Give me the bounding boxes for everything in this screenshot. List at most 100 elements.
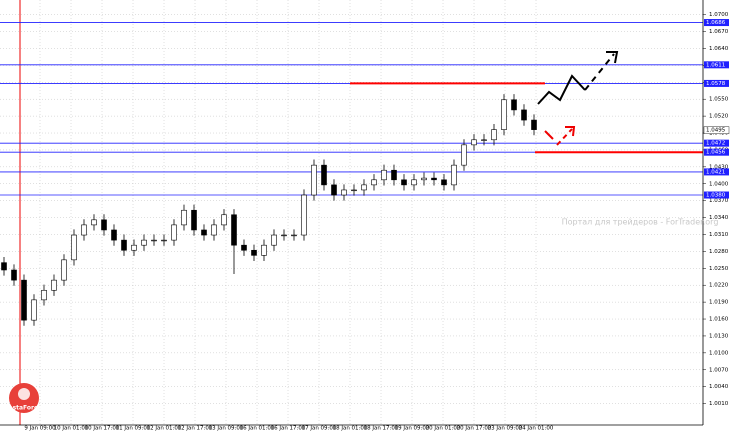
candle-body bbox=[511, 99, 517, 111]
x-tick-label: 18 Jan 17:00 bbox=[364, 426, 399, 431]
candle-body bbox=[411, 179, 417, 186]
y-tick-label: 1.0400 bbox=[709, 181, 729, 187]
level-label: 1.0421 bbox=[706, 169, 725, 175]
candle-body bbox=[331, 184, 337, 196]
y-tick-label: 1.0010 bbox=[709, 401, 729, 407]
candles bbox=[1, 94, 537, 326]
y-tick-label: 1.0040 bbox=[709, 384, 729, 390]
candle-body bbox=[81, 224, 87, 236]
candle-body bbox=[341, 189, 347, 196]
x-tick-label: 10 Jan 17:00 bbox=[85, 426, 120, 431]
candle-body bbox=[431, 177, 437, 181]
candle-body bbox=[351, 189, 357, 192]
level-label-box bbox=[704, 168, 729, 176]
candle-body bbox=[31, 299, 37, 321]
levels bbox=[0, 22, 703, 196]
level-label: 1.0456 bbox=[706, 150, 726, 156]
candle-body bbox=[321, 164, 327, 186]
candle-body bbox=[91, 219, 97, 226]
x-tick-label: 12 Jan 17:00 bbox=[178, 426, 213, 431]
y-tick-label: 1.0100 bbox=[709, 350, 729, 356]
level-label-box bbox=[704, 148, 729, 156]
candle-body bbox=[491, 129, 497, 141]
candle-body bbox=[121, 239, 127, 251]
candle-body bbox=[441, 179, 447, 186]
x-tick-label: 13 Jan 09:00 bbox=[209, 426, 244, 431]
level-label: 1.0686 bbox=[706, 20, 726, 26]
level-label-box bbox=[704, 61, 729, 69]
current-price-box bbox=[703, 126, 730, 134]
candle-body bbox=[461, 144, 467, 166]
level-label-box bbox=[704, 79, 729, 87]
alt-dashed bbox=[556, 128, 573, 146]
y-tick-label: 1.0550 bbox=[709, 97, 729, 103]
y-tick-label: 1.0160 bbox=[709, 317, 729, 323]
candle-body bbox=[371, 179, 377, 186]
candle-body bbox=[141, 239, 147, 246]
forecast-dashed bbox=[584, 53, 615, 91]
x-tick-label: 9 Jan 09:00 bbox=[24, 426, 56, 431]
arrow-head bbox=[565, 126, 576, 137]
arrow-head bbox=[606, 51, 619, 64]
y-tick-label: 1.0220 bbox=[709, 283, 729, 289]
y-tick-label: 1.0430 bbox=[709, 164, 729, 170]
x-tick-label: 18 Jan 01:00 bbox=[333, 426, 368, 431]
y-tick-label: 1.0370 bbox=[709, 198, 729, 204]
candle-body bbox=[191, 209, 197, 231]
candle-body bbox=[231, 214, 237, 246]
candle-body bbox=[201, 229, 207, 236]
candle-body bbox=[361, 184, 367, 191]
candle-body bbox=[381, 169, 387, 181]
level-label: 1.0472 bbox=[706, 141, 725, 147]
y-tick-label: 1.0640 bbox=[709, 46, 729, 52]
forecast-path bbox=[537, 74, 586, 105]
x-tick-label: 16 Jan 01:00 bbox=[240, 426, 275, 431]
candle-body bbox=[11, 269, 17, 281]
candle-body bbox=[421, 177, 427, 181]
candle-body bbox=[51, 279, 57, 291]
candle-body bbox=[21, 279, 27, 321]
forecast-arrows bbox=[537, 51, 619, 146]
x-tick-label: 11 Jan 09:00 bbox=[116, 426, 151, 431]
candle-body bbox=[221, 214, 227, 226]
candle-body bbox=[251, 249, 257, 256]
candle-body bbox=[61, 259, 67, 281]
candle-body bbox=[171, 224, 177, 241]
candle-body bbox=[181, 209, 187, 226]
level-label-box bbox=[704, 19, 729, 27]
level-label: 1.0611 bbox=[706, 62, 725, 68]
candle-body bbox=[111, 229, 117, 241]
candle-body bbox=[301, 194, 307, 236]
watermark: Портал для трейдеров - ForTrader.org bbox=[562, 218, 719, 227]
grid bbox=[0, 0, 703, 425]
y-tick-label: 1.0310 bbox=[709, 232, 729, 238]
candle-body bbox=[531, 119, 537, 130]
y-tick-label: 1.0520 bbox=[709, 114, 729, 120]
candle-body bbox=[71, 234, 77, 261]
candle-body bbox=[241, 244, 247, 251]
current-price-label: 1.0495 bbox=[706, 128, 726, 134]
candle-body bbox=[471, 139, 477, 146]
level-label-box bbox=[704, 191, 729, 199]
candle-body bbox=[101, 219, 107, 231]
level-label: 1.0380 bbox=[706, 193, 726, 199]
x-tick-label: 10 Jan 01:00 bbox=[54, 426, 89, 431]
candle-body bbox=[161, 239, 167, 242]
candle-body bbox=[501, 99, 507, 130]
y-tick-label: 1.0280 bbox=[709, 249, 729, 255]
candle-body bbox=[291, 234, 297, 237]
x-tick-label: 20 Jan 17:00 bbox=[457, 426, 492, 431]
candle-body bbox=[401, 179, 407, 186]
level-label: 1.0578 bbox=[706, 81, 726, 87]
candle-body bbox=[211, 224, 217, 236]
x-tick-label: 19 Jan 09:00 bbox=[395, 426, 430, 431]
logo-icon bbox=[18, 388, 30, 400]
axis-labels: 1.0010 1.0040 1.0070 1.0100 1.0130 1.0160 1.01… bbox=[24, 12, 730, 431]
logo: InstaForex bbox=[6, 383, 42, 413]
candle-body bbox=[451, 164, 457, 186]
x-tick-label: 24 Jan 01:00 bbox=[519, 426, 554, 431]
candle-body bbox=[481, 139, 487, 141]
x-tick-label: 16 Jan 17:00 bbox=[271, 426, 306, 431]
alt-path bbox=[544, 130, 554, 140]
